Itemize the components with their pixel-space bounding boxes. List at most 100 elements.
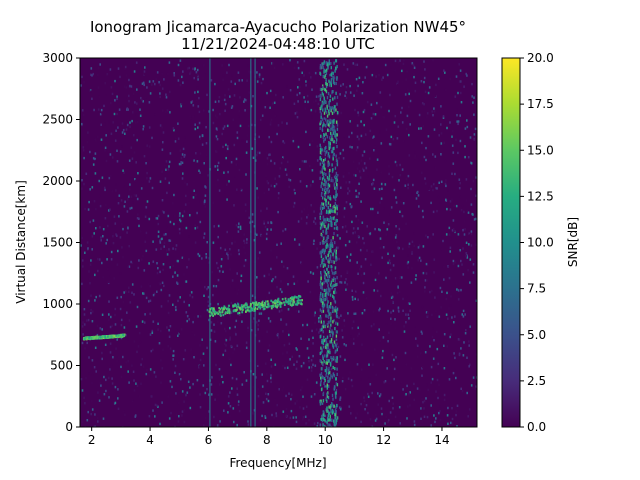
noise-band-cell [328, 384, 330, 388]
noise-cell [361, 154, 364, 157]
noise-cell [296, 61, 299, 64]
noise-cell [124, 65, 127, 69]
noise-cell [197, 315, 199, 318]
noise-band-cell [321, 202, 323, 206]
noise-cell [352, 337, 355, 341]
noise-band-cell [320, 151, 323, 155]
noise-cell [179, 218, 181, 221]
echo-trace-cell [214, 312, 216, 315]
noise-cell [188, 235, 190, 238]
noise-cell [309, 200, 312, 203]
noise-cell [397, 80, 399, 83]
noise-cell [290, 398, 292, 401]
noise-cell [132, 370, 135, 373]
noise-cell [313, 239, 315, 242]
noise-band-cell [328, 310, 330, 314]
noise-cell [421, 366, 424, 369]
noise-cell [298, 243, 301, 246]
noise-cell [173, 74, 176, 77]
noise-cell [108, 313, 110, 316]
noise-band-cell [332, 155, 334, 159]
echo-trace-cell [240, 304, 243, 307]
noise-band-cell [328, 218, 330, 222]
noise-cell [455, 264, 457, 267]
noise-cell [217, 168, 219, 171]
noise-cell [352, 342, 355, 345]
noise-cell [116, 149, 118, 152]
noise-cell [186, 67, 189, 70]
noise-cell [332, 256, 335, 259]
noise-cell [468, 232, 470, 235]
noise-cell [199, 171, 201, 174]
noise-cell [160, 305, 163, 308]
noise-cell [448, 378, 451, 381]
noise-cell [295, 416, 297, 419]
noise-band-cell [322, 229, 324, 234]
noise-cell [123, 326, 126, 329]
noise-cell [122, 128, 125, 132]
noise-cell [107, 280, 110, 283]
noise-cell [217, 224, 220, 228]
noise-cell [183, 142, 185, 146]
noise-band-cell [325, 339, 327, 343]
noise-cell [299, 406, 301, 409]
noise-band-cell [335, 258, 337, 262]
noise-band-cell [329, 203, 332, 207]
noise-cell [80, 244, 82, 247]
noise-cell [128, 188, 131, 191]
noise-cell [393, 121, 396, 124]
noise-band-cell [325, 256, 327, 260]
noise-cell [192, 67, 194, 70]
noise-cell [389, 346, 392, 350]
noise-cell [177, 63, 180, 67]
noise-cell [342, 83, 344, 86]
noise-cell [456, 288, 458, 291]
noise-band-cell [320, 134, 322, 138]
noise-cell [164, 177, 167, 180]
noise-band-cell [320, 320, 322, 324]
noise-band-cell [325, 90, 328, 94]
noise-cell [350, 378, 353, 382]
noise-cell [402, 297, 404, 301]
noise-band-cell [333, 307, 335, 311]
noise-cell [86, 191, 89, 194]
noise-band-cell [319, 226, 322, 230]
noise-band-cell [327, 152, 330, 156]
echo-trace-cell [223, 308, 225, 311]
noise-cell [162, 131, 165, 134]
noise-cell [256, 71, 258, 74]
noise-cell [199, 200, 202, 203]
noise-cell [446, 291, 448, 295]
noise-cell [109, 208, 111, 211]
noise-cell [374, 113, 377, 116]
echo-trace-cell [100, 336, 102, 339]
noise-cell [433, 271, 435, 274]
echo-trace-cell [267, 303, 269, 306]
noise-cell [221, 375, 223, 378]
noise-cell [83, 81, 85, 84]
noise-cell [309, 164, 311, 168]
noise-band-cell [326, 399, 328, 403]
noise-cell [212, 121, 215, 125]
noise-cell [143, 83, 145, 87]
noise-band-cell [329, 145, 331, 149]
noise-cell [317, 189, 319, 193]
noise-band-cell [335, 349, 337, 353]
noise-cell [468, 340, 470, 343]
noise-cell [429, 290, 431, 294]
noise-cell [379, 307, 381, 310]
noise-band-cell [332, 278, 334, 282]
noise-cell [431, 110, 433, 113]
noise-cell [276, 256, 278, 259]
noise-cell [313, 220, 315, 223]
noise-cell [178, 214, 181, 218]
noise-band-cell [333, 283, 335, 287]
noise-cell [462, 229, 464, 232]
noise-cell [157, 267, 159, 270]
noise-cell [354, 312, 357, 315]
noise-band-cell [320, 146, 322, 150]
noise-cell [360, 420, 362, 424]
noise-cell [82, 265, 84, 268]
noise-cell [414, 253, 417, 256]
noise-cell [110, 101, 112, 105]
